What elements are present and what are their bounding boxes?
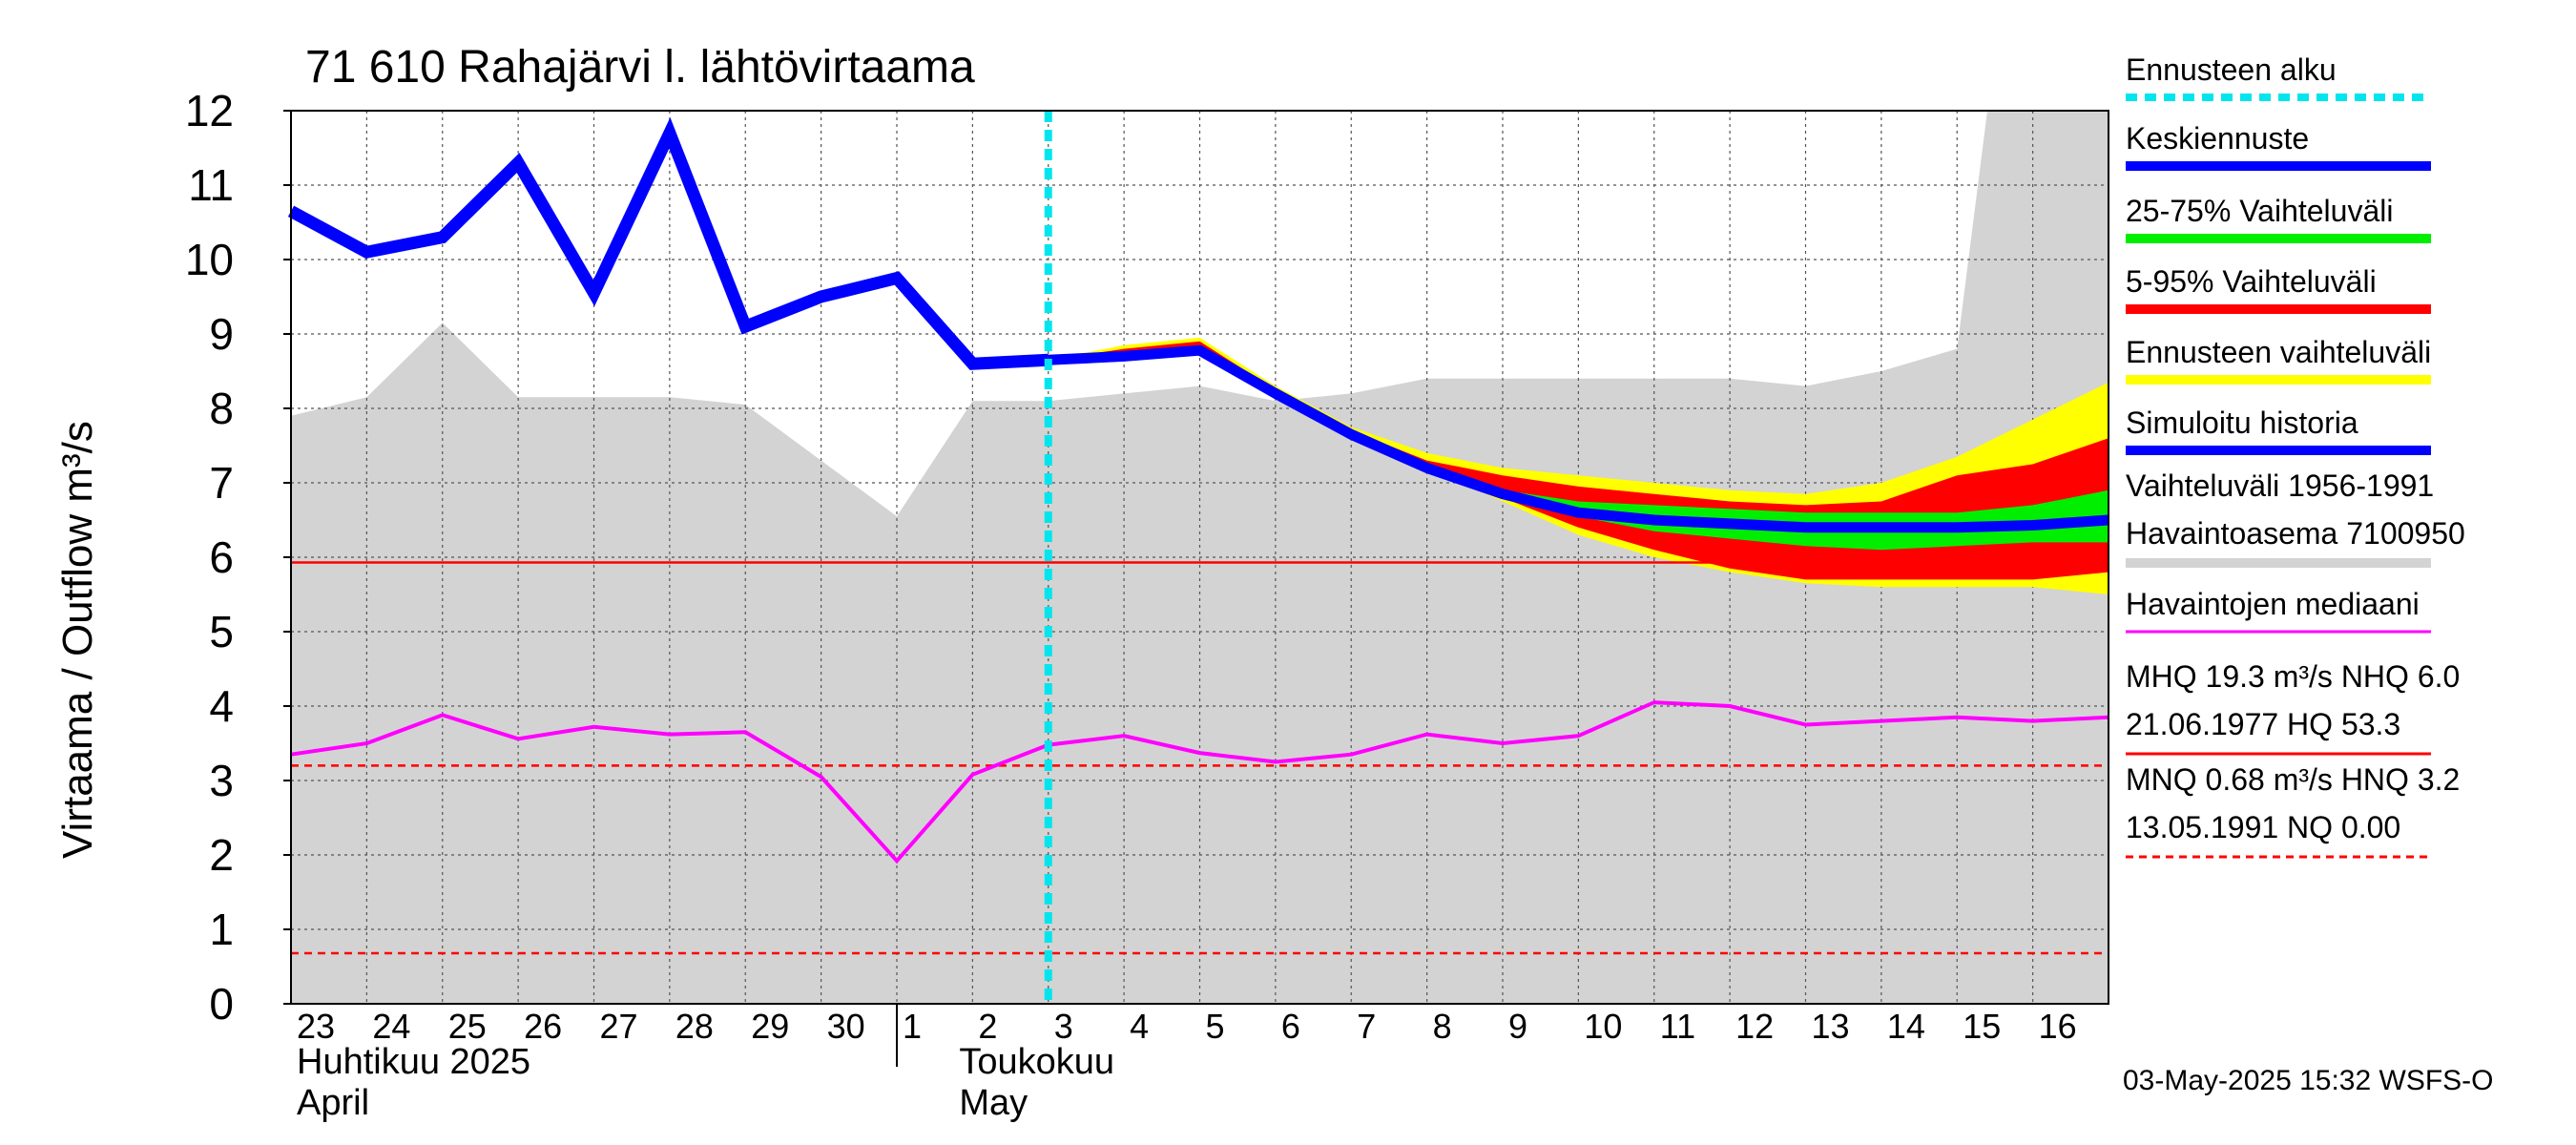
x-tick-label: 29 — [751, 1007, 789, 1046]
y-tick-label: 2 — [209, 830, 234, 880]
simulated-history-line — [287, 117, 1049, 370]
x-tick-label: 3 — [1054, 1007, 1073, 1046]
legend-label-mnq: MNQ 0.68 m³/s HNQ 3.2 — [2126, 762, 2460, 797]
legend-label2-mnq: 13.05.1991 NQ 0.00 — [2126, 810, 2400, 844]
x-tick-label: 1 — [903, 1007, 922, 1046]
legend-label-mean_forecast: Keskiennuste — [2126, 121, 2309, 156]
footer-timestamp: 03-May-2025 15:32 WSFS-O — [2123, 1065, 2494, 1096]
y-tick-label: 9 — [209, 309, 234, 359]
legend-label2-mhq: 21.06.1977 HQ 53.3 — [2126, 707, 2400, 741]
x-tick-label: 7 — [1357, 1007, 1376, 1046]
legend-label-forecast_range: Ennusteen vaihteluväli — [2126, 335, 2431, 369]
x-tick-label: 13 — [1812, 1007, 1850, 1046]
y-tick-label: 10 — [185, 235, 234, 284]
x-tick-label: 30 — [827, 1007, 865, 1046]
legend-label2-range: Havaintoasema 7100950 — [2126, 516, 2465, 551]
legend-label-range: Vaihteluväli 1956-1991 — [2126, 468, 2434, 503]
legend-label-mhq: MHQ 19.3 m³/s NHQ 6.0 — [2126, 659, 2460, 694]
y-tick-label: 12 — [185, 86, 234, 135]
x-tick-label: 2 — [978, 1007, 997, 1046]
x-tick-label: 6 — [1281, 1007, 1300, 1046]
x-tick-label: 8 — [1433, 1007, 1452, 1046]
month-label-en: April — [297, 1083, 369, 1123]
median-observed-line — [290, 700, 2109, 864]
legend-label-forecast_start: Ennusteen alku — [2126, 52, 2337, 87]
y-tick-label: 1 — [209, 905, 234, 954]
x-tick-label: 5 — [1206, 1007, 1225, 1046]
x-tick-label: 10 — [1584, 1007, 1622, 1046]
x-tick-label: 23 — [297, 1007, 335, 1046]
x-tick-label: 24 — [372, 1007, 410, 1046]
y-tick-label: 8 — [209, 384, 234, 433]
x-tick-label: 15 — [1963, 1007, 2001, 1046]
legend-label-p5_95: 5-95% Vaihteluväli — [2126, 264, 2377, 299]
month-label: Huhtikuu 2025 — [297, 1042, 530, 1082]
x-tick-label: 27 — [600, 1007, 638, 1046]
mean-forecast-line — [1048, 344, 2109, 533]
y-axis-label: Virtaama / Outflow m³/s — [54, 421, 101, 859]
y-tick-label: 7 — [209, 458, 234, 508]
month-label: Toukokuu — [959, 1042, 1114, 1082]
x-tick-label: 28 — [675, 1007, 714, 1046]
y-tick-label: 5 — [209, 607, 234, 656]
legend-label-observed: Simuloitu historia — [2126, 406, 2358, 440]
y-tick-label: 0 — [209, 979, 234, 1029]
legend-label-median: Havaintojen mediaani — [2126, 587, 2420, 621]
x-tick-label: 16 — [2039, 1007, 2077, 1046]
x-tick-label: 4 — [1130, 1007, 1149, 1046]
x-tick-label: 12 — [1735, 1007, 1774, 1046]
x-tick-label: 26 — [524, 1007, 562, 1046]
y-tick-label: 3 — [209, 756, 234, 805]
plot-area — [287, 111, 2109, 1004]
x-tick-label: 25 — [448, 1007, 487, 1046]
y-tick-label: 6 — [209, 532, 234, 582]
x-tick-label: 9 — [1508, 1007, 1527, 1046]
y-tick-label: 4 — [209, 681, 234, 731]
x-tick-label: 14 — [1887, 1007, 1925, 1046]
chart-title: 71 610 Rahajärvi l. lähtövirtaama — [305, 42, 975, 93]
y-tick-label: 11 — [188, 160, 234, 210]
legend-label-p25_75: 25-75% Vaihteluväli — [2126, 194, 2393, 228]
x-tick-label: 11 — [1660, 1007, 1695, 1046]
month-label-en: May — [959, 1083, 1028, 1123]
legend: Ennusteen alku Keskiennuste 25-75% Vaihtel… — [2126, 52, 2465, 859]
